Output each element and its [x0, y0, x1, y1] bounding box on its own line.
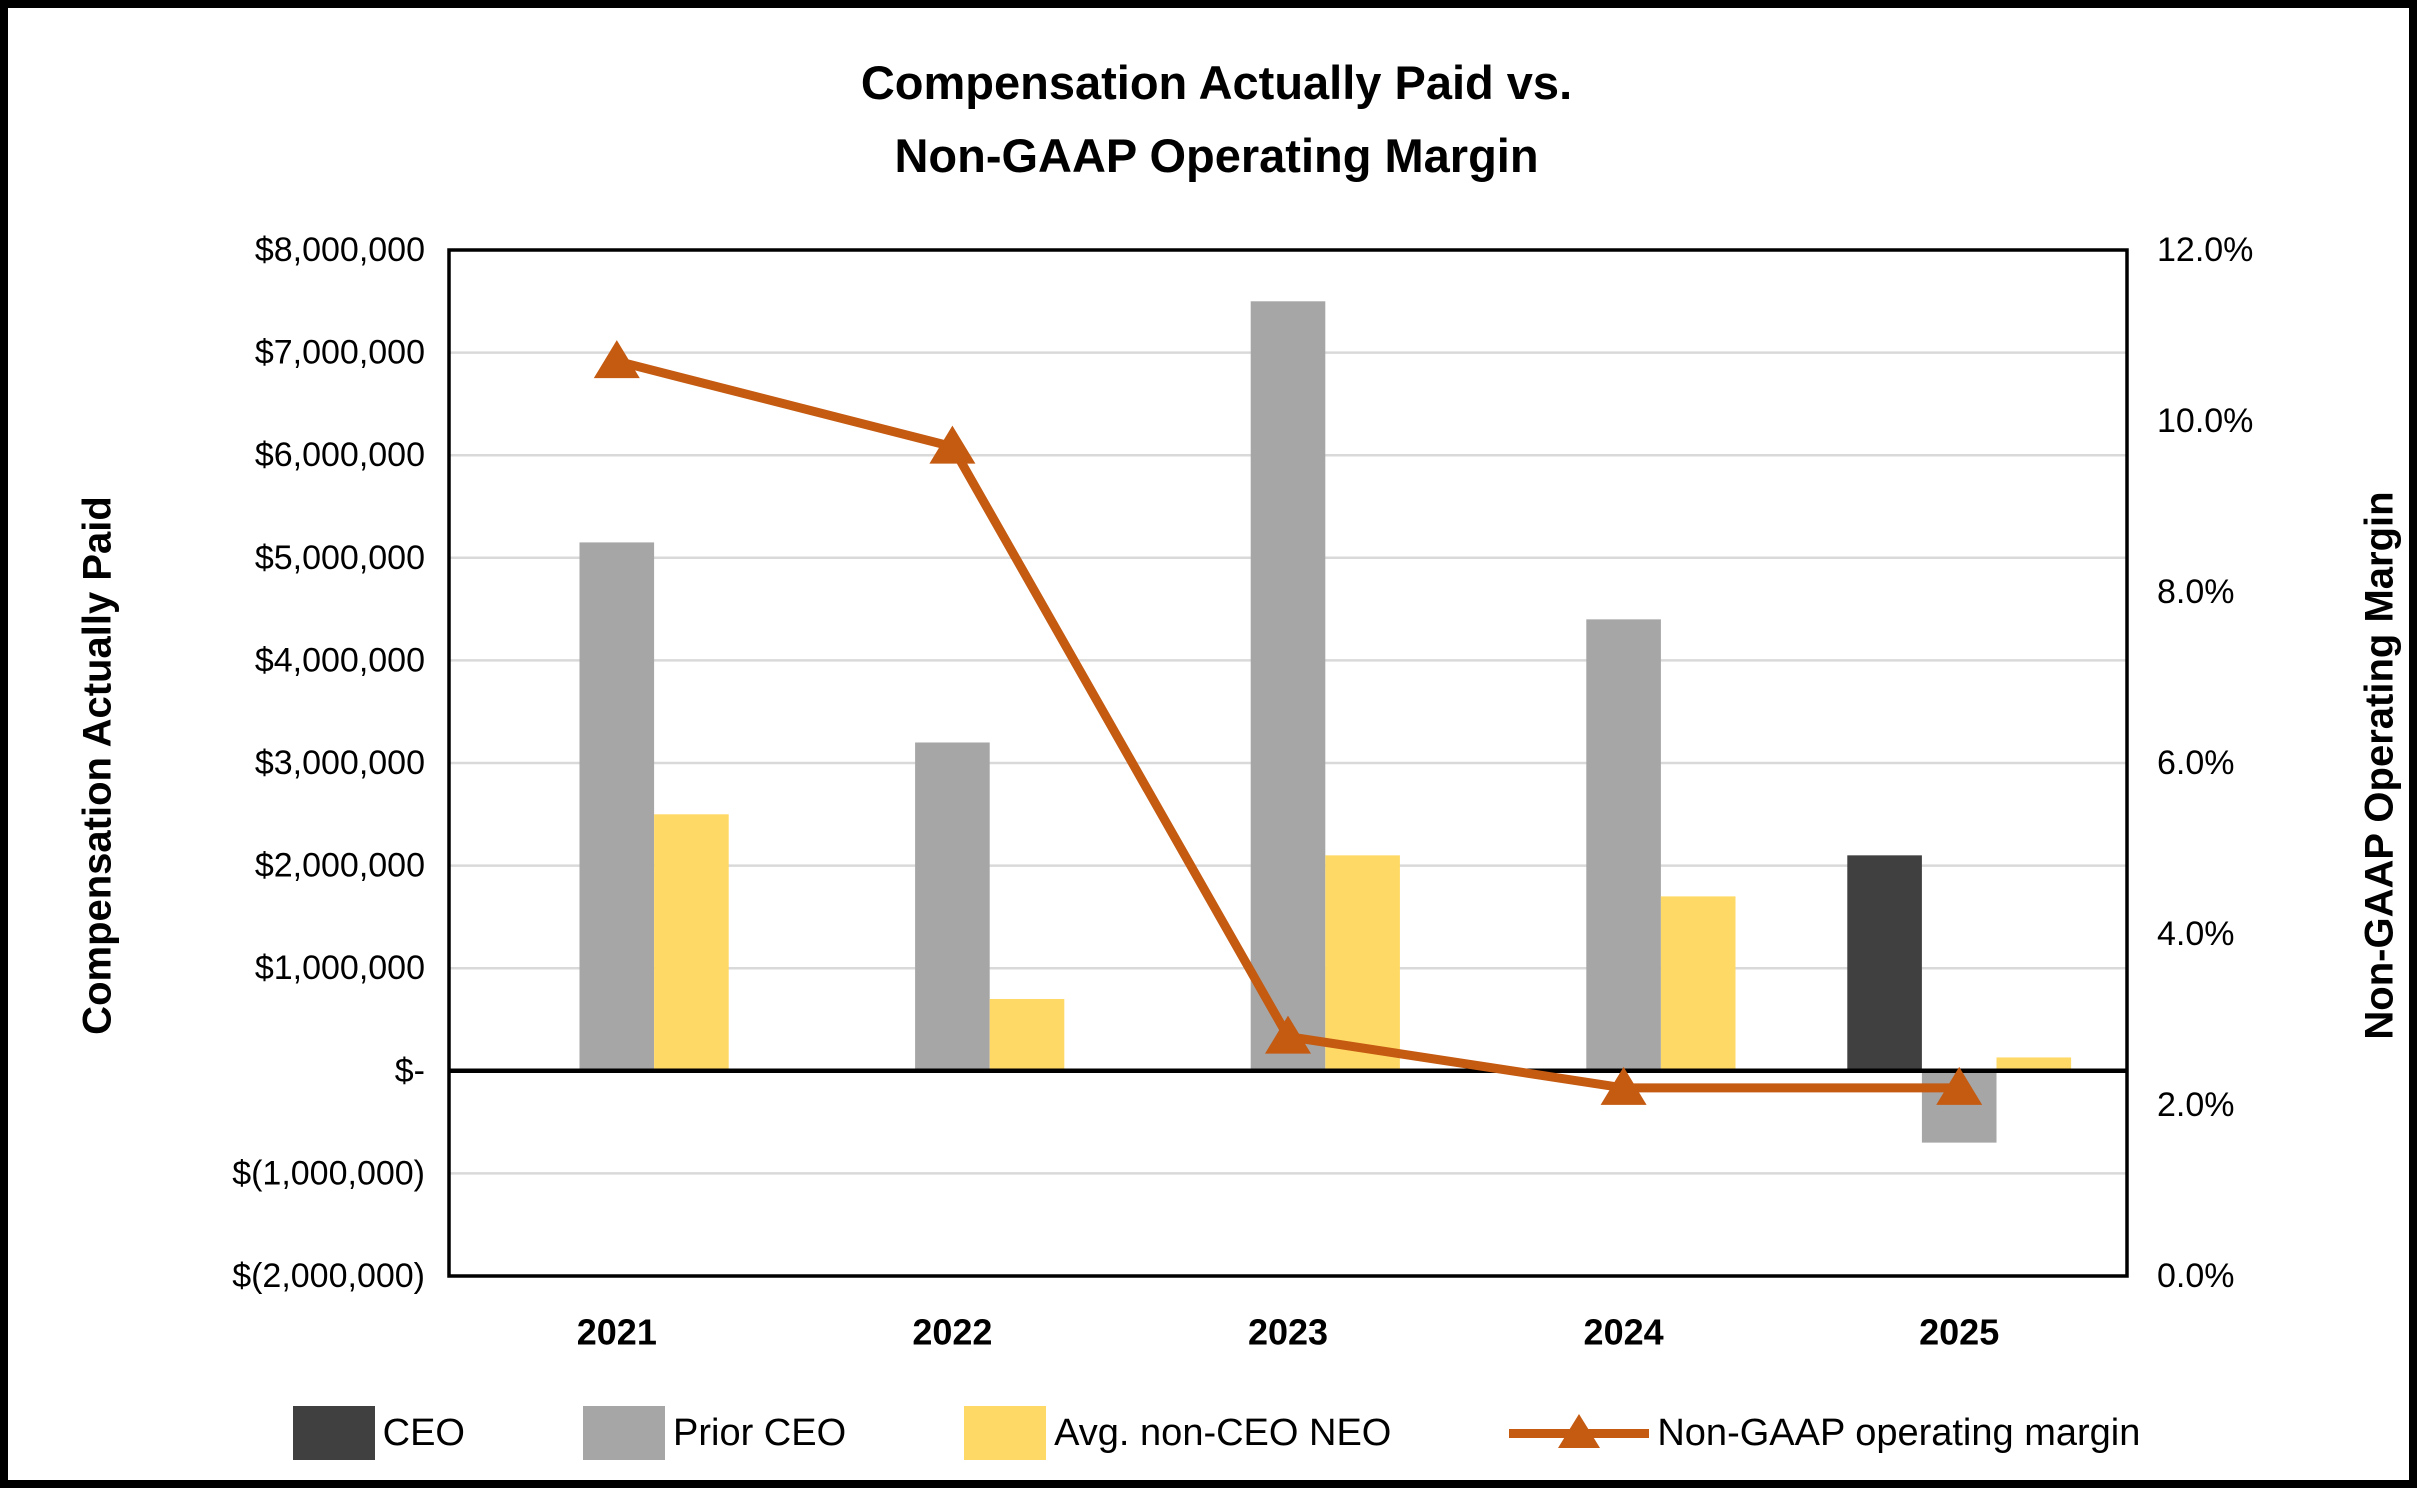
right-axis-tick-label: 2.0%: [2157, 1086, 2235, 1124]
legend-swatch: [964, 1406, 1047, 1460]
legend-swatch: [292, 1406, 375, 1460]
left-axis-tick-label: $1,000,000: [255, 949, 425, 987]
bar-prior-ceo-2021: [579, 542, 655, 1071]
legend-label: Avg. non-CEO NEO: [1054, 1411, 1392, 1454]
legend-item-ceo: CEO: [292, 1406, 465, 1460]
bar-avg-non-ceo-neo-2023: [1325, 855, 1400, 1071]
left-axis-tick-label: $-: [395, 1052, 425, 1090]
legend: CEO Prior CEO Avg. non-CEO NEO Non-GAAP ope…: [8, 1406, 2409, 1460]
left-axis-tick-label: $8,000,000: [255, 231, 425, 269]
left-axis-tick-label: $2,000,000: [255, 847, 425, 885]
right-axis-tick-label: 8.0%: [2157, 573, 2235, 611]
chart-title-line-2: Non-GAAP Operating Margin: [894, 129, 1539, 182]
right-axis-tick-label: 4.0%: [2157, 915, 2235, 953]
x-axis-label-2022: 2022: [912, 1312, 992, 1353]
legend-item-non-gaap-operating-margin: Non-GAAP operating margin: [1509, 1406, 2140, 1460]
x-axis-label-2023: 2023: [1248, 1312, 1328, 1353]
legend-triangle-marker-icon: [1558, 1414, 1601, 1448]
legend-item-prior-ceo: Prior CEO: [583, 1406, 846, 1460]
right-axis-tick-label: 0.0%: [2157, 1257, 2235, 1295]
left-axis-tick-label: $4,000,000: [255, 641, 425, 679]
left-axis-tick-label: $3,000,000: [255, 744, 425, 782]
margin-marker-2023: [1265, 1015, 1311, 1054]
margin-marker-2024: [1600, 1066, 1647, 1105]
chart-title: Compensation Actually Paid vs. Non-GAAP …: [8, 46, 2409, 192]
x-axis-label-2024: 2024: [1584, 1312, 1664, 1353]
bar-prior-ceo-2024: [1586, 619, 1661, 1071]
x-axis-label-2025: 2025: [1919, 1312, 1999, 1353]
left-axis-tick-label: $(2,000,000): [232, 1257, 425, 1295]
bar-avg-non-ceo-neo-2025: [1996, 1057, 2072, 1071]
right-axis-tick-label: 12.0%: [2157, 231, 2253, 269]
margin-marker-2025: [1936, 1066, 1983, 1105]
left-axis-tick-label: $6,000,000: [255, 436, 425, 474]
chart-title-line-1: Compensation Actually Paid vs.: [860, 56, 1573, 109]
legend-swatch: [583, 1406, 665, 1460]
bar-prior-ceo-2023: [1250, 301, 1326, 1071]
bar-avg-non-ceo-neo-2022: [989, 998, 1065, 1071]
left-axis-tick-label: $7,000,000: [255, 334, 425, 372]
bar-ceo-2025: [1847, 855, 1922, 1071]
left-axis-tick-label: $5,000,000: [255, 539, 425, 577]
right-axis-tick-label: 10.0%: [2157, 402, 2253, 440]
legend-item-avg-non-ceo-neo: Avg. non-CEO NEO: [964, 1406, 1391, 1460]
margin-marker-2021: [593, 340, 640, 379]
legend-label: Prior CEO: [673, 1411, 847, 1454]
legend-label: CEO: [382, 1411, 465, 1454]
bar-prior-ceo-2022: [915, 742, 990, 1071]
left-axis-tick-label: $(1,000,000): [232, 1154, 425, 1192]
x-axis-label-2021: 2021: [577, 1312, 657, 1353]
legend-line-marker-icon: [1509, 1406, 1650, 1460]
bar-avg-non-ceo-neo-2024: [1660, 896, 1736, 1071]
margin-marker-2022: [929, 425, 976, 464]
legend-label: Non-GAAP operating margin: [1657, 1411, 2141, 1454]
plot-area: $8,000,000 $7,000,000 $6,000,000 $5,000,000…: [232, 231, 2253, 1353]
bar-avg-non-ceo-neo-2021: [654, 814, 729, 1071]
plot-border: [447, 248, 2129, 1278]
right-axis-tick-label: 6.0%: [2157, 744, 2235, 782]
